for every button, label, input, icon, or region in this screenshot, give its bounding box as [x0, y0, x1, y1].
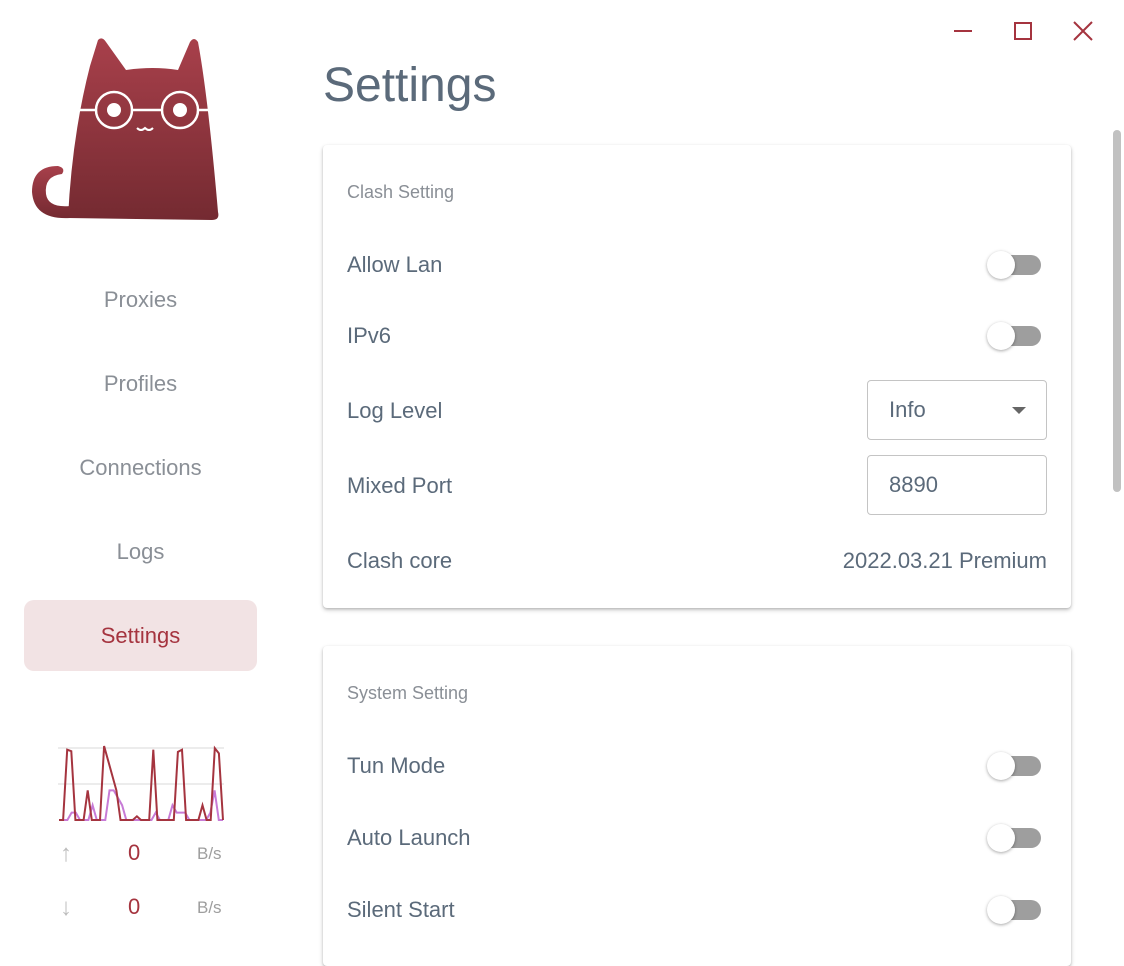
download-rate: ↓ 0 B/s: [58, 894, 228, 924]
log-level-select[interactable]: Info: [867, 380, 1047, 440]
cat-logo: [32, 38, 219, 221]
mixed-port-label: Mixed Port: [347, 473, 453, 498]
sidebar-item-connections[interactable]: Connections: [24, 432, 257, 503]
arrow-down-icon: ↓: [60, 894, 72, 921]
system-setting-card: System Setting Tun Mode Auto Launch Sile…: [323, 646, 1071, 966]
mixed-port-value: 8890: [889, 472, 938, 497]
mixed-port-input[interactable]: 8890: [867, 455, 1047, 515]
ipv6-label: IPv6: [347, 323, 392, 348]
minimize-button[interactable]: [948, 16, 978, 46]
sidebar-item-settings[interactable]: Settings: [24, 600, 257, 671]
upload-rate: ↑ 0 B/s: [58, 840, 228, 870]
arrow-up-icon: ↑: [60, 840, 72, 867]
upload-value: 0: [128, 840, 141, 865]
silent-start-toggle[interactable]: [987, 895, 1043, 925]
sidebar-item-label: Proxies: [103, 286, 178, 312]
maximize-button[interactable]: [1008, 16, 1038, 46]
sidebar-item-label: Settings: [100, 622, 181, 648]
log-level-value: Info: [889, 397, 926, 422]
traffic-graph: [58, 745, 224, 821]
allow-lan-label: Allow Lan: [347, 252, 443, 277]
sidebar-item-label: Connections: [79, 454, 202, 480]
download-value: 0: [128, 894, 141, 919]
download-unit: B/s: [197, 898, 222, 917]
clash-core-label: Clash core: [347, 548, 453, 573]
log-level-label: Log Level: [347, 398, 443, 423]
card-title: Clash Setting: [347, 182, 455, 202]
scrollbar[interactable]: [1113, 130, 1121, 492]
upload-unit: B/s: [197, 844, 222, 863]
page-title: Settings: [323, 59, 497, 112]
tun-mode-toggle[interactable]: [987, 751, 1043, 781]
silent-start-label: Silent Start: [347, 897, 455, 922]
sidebar-item-label: Profiles: [103, 370, 178, 396]
card-title: System Setting: [347, 683, 469, 703]
download-traffic-line: [59, 745, 224, 821]
sidebar-item-logs[interactable]: Logs: [24, 516, 257, 587]
sidebar-item-label: Logs: [116, 538, 165, 564]
clash-setting-card: Clash Setting Allow Lan IPv6 Log Level I…: [323, 145, 1071, 608]
auto-launch-label: Auto Launch: [347, 825, 471, 850]
close-button[interactable]: [1068, 16, 1098, 46]
ipv6-toggle[interactable]: [987, 321, 1043, 351]
sidebar: Proxies Profiles Connections Logs Settin…: [0, 0, 280, 937]
auto-launch-toggle[interactable]: [987, 823, 1043, 853]
sidebar-item-profiles[interactable]: Profiles: [24, 348, 257, 419]
clash-core-version: 2022.03.21 Premium: [842, 548, 1047, 573]
tun-mode-label: Tun Mode: [347, 753, 446, 778]
sidebar-item-proxies[interactable]: Proxies: [24, 264, 257, 335]
caret-down-icon: [1012, 407, 1026, 414]
allow-lan-toggle[interactable]: [987, 250, 1043, 280]
